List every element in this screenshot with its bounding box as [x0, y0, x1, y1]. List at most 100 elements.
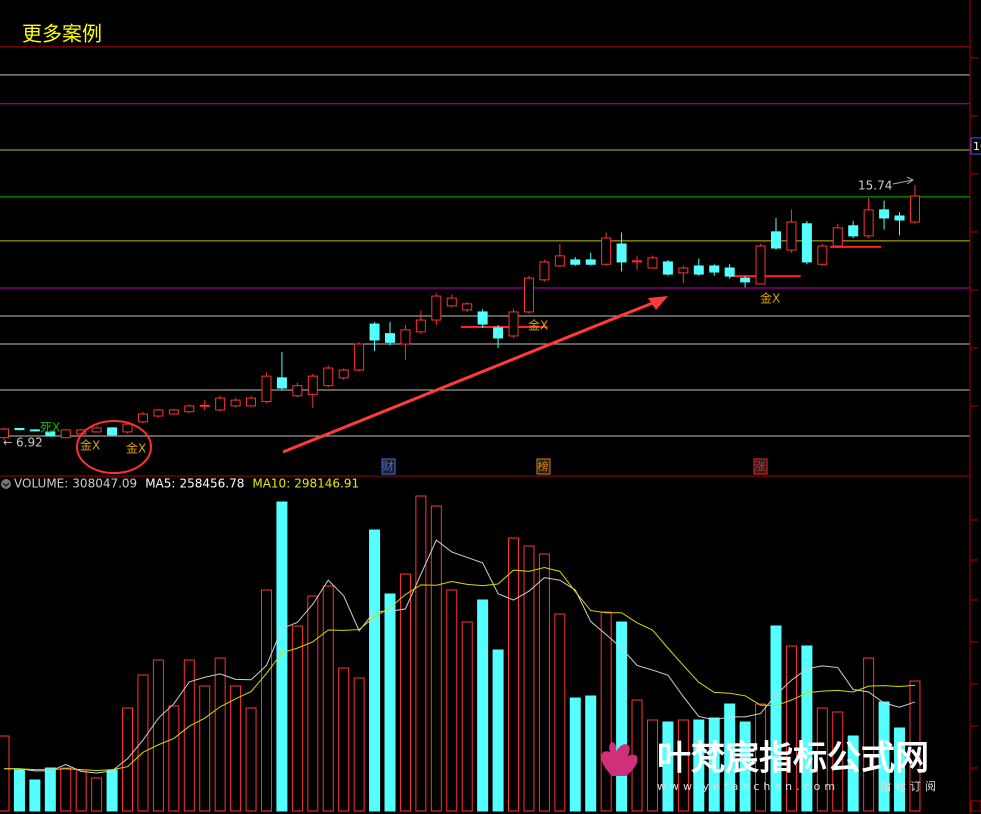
- candle-body: [107, 427, 118, 436]
- volume-bar: [801, 645, 813, 812]
- candle-body: [879, 209, 890, 219]
- volume-bar: [662, 721, 674, 812]
- volume-bar: [600, 611, 612, 812]
- volume-bar: [909, 680, 921, 812]
- volume-bar: [461, 621, 473, 812]
- volume-bar: [724, 703, 736, 812]
- candle-body: [276, 377, 287, 389]
- volume-bar: [384, 593, 396, 812]
- volume-bar: [168, 705, 180, 812]
- candle-body: [740, 277, 751, 283]
- candle-body: [338, 369, 349, 379]
- candle-body: [199, 404, 210, 407]
- volume-bar: [646, 719, 658, 812]
- volume-bar: [230, 685, 242, 812]
- volume-bar: [137, 674, 149, 812]
- volume-bar: [878, 701, 890, 812]
- volume-bar: [322, 585, 334, 812]
- volume-bar: [260, 589, 272, 812]
- volume-bar: [307, 595, 319, 812]
- volume-bar: [245, 707, 257, 812]
- ma-line: [4, 539, 916, 774]
- volume-bar: [91, 777, 103, 812]
- candle-body: [153, 409, 164, 417]
- high-arrow: [892, 176, 914, 185]
- right-axis-ticks: [970, 57, 978, 769]
- legend-value: 308047.09: [72, 477, 137, 491]
- volume-bar: [430, 505, 442, 812]
- candle-body: [632, 260, 643, 263]
- collapse-icon-glyph: [2, 482, 10, 487]
- ma-line: [4, 567, 916, 771]
- candle-body: [400, 329, 411, 345]
- candle-body: [431, 295, 442, 321]
- candle-body: [60, 429, 71, 439]
- volume-bar: [616, 621, 628, 812]
- candle-body: [570, 259, 581, 265]
- candle-body: [601, 237, 612, 265]
- close-box[interactable]: [970, 800, 981, 812]
- volume-bar: [199, 685, 211, 812]
- event-box: [381, 458, 396, 475]
- candle-body: [832, 227, 843, 247]
- volume-bar: [847, 735, 859, 812]
- candle-body: [477, 311, 488, 325]
- candle-body: [385, 333, 395, 343]
- candle-body: [523, 277, 534, 313]
- candle-body: [539, 261, 550, 281]
- legend-value: 258456.78: [179, 477, 244, 491]
- volume-bar: [415, 495, 427, 812]
- event-label: 财: [383, 459, 394, 473]
- trend-arrow-head: [648, 296, 668, 310]
- volume-bar: [446, 589, 458, 812]
- volume-bar: [29, 779, 41, 812]
- volume-bar: [755, 703, 767, 812]
- signal-label: 金X: [126, 441, 146, 456]
- candle-body: [292, 385, 303, 397]
- volume-bar: [399, 573, 411, 812]
- legend-name: VOLUME:: [14, 477, 68, 491]
- volume-bar: [106, 769, 118, 812]
- volume-bar: [291, 625, 303, 812]
- event-label: 榜: [538, 459, 549, 473]
- collapse-icon[interactable]: [1, 479, 11, 489]
- legend-name: MA10:: [252, 477, 290, 491]
- candle-body: [554, 255, 565, 267]
- volume-bar: [13, 769, 25, 812]
- volume-bar: [585, 695, 597, 812]
- volume-bar: [508, 537, 520, 812]
- candle-body: [647, 257, 658, 269]
- candle-body: [45, 431, 56, 437]
- highlight-circle: [76, 420, 152, 474]
- watermark-tagline: 指标订阅: [880, 779, 940, 793]
- volume-bar: [569, 697, 581, 812]
- volume-bar: [183, 659, 195, 812]
- candle-body: [755, 245, 766, 285]
- candle-body: [616, 243, 627, 263]
- volume-bar: [214, 657, 226, 812]
- candle-body: [462, 303, 473, 311]
- volume-bar: [44, 767, 56, 812]
- candle-body: [14, 427, 25, 431]
- trend-arrow: [282, 298, 661, 454]
- volume-bar: [816, 707, 828, 812]
- event-box: [753, 458, 768, 475]
- volume-bar: [894, 727, 906, 812]
- signal-label: 死X: [40, 421, 60, 435]
- candle-body: [261, 375, 272, 403]
- candle-body: [817, 245, 828, 265]
- candle-body: [91, 427, 102, 433]
- candle-body: [585, 259, 596, 265]
- volume-bar: [152, 659, 164, 812]
- volume-bar: [338, 667, 350, 812]
- volume-bar: [492, 649, 504, 812]
- high-label: 15.74: [858, 179, 892, 193]
- candle-body: [446, 297, 457, 307]
- candle-body: [137, 413, 148, 423]
- event-box: [536, 458, 551, 475]
- volume-bar: [60, 767, 72, 812]
- candle-body: [246, 397, 257, 407]
- candle-body: [0, 428, 9, 439]
